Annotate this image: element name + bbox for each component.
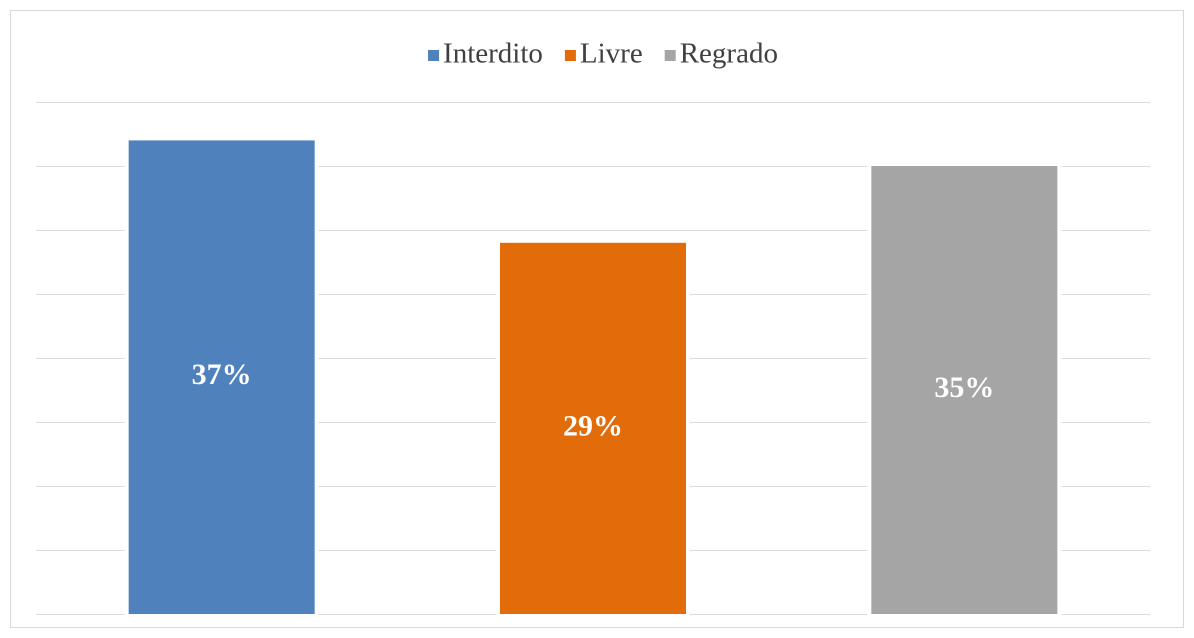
bar <box>124 136 319 618</box>
legend-swatch <box>564 50 576 61</box>
legend-label: Interdito <box>443 38 543 70</box>
data-label: 29% <box>563 409 623 442</box>
legend-label: Livre <box>580 38 643 70</box>
bar <box>867 162 1062 618</box>
legend-label: Regrado <box>680 38 778 70</box>
legend-swatch <box>428 50 440 61</box>
legend-swatch <box>664 50 676 61</box>
bar <box>496 238 690 619</box>
data-label: 37% <box>192 358 252 391</box>
data-label: 35% <box>934 371 994 404</box>
